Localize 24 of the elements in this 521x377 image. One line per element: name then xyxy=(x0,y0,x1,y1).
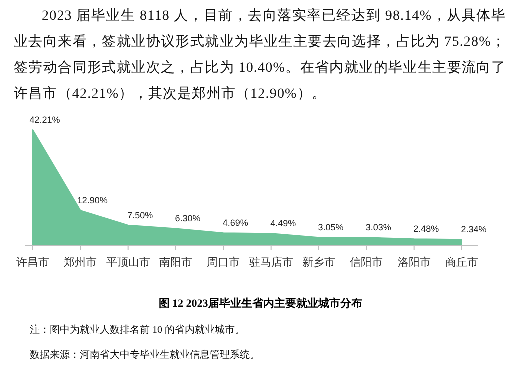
text: 2023 届毕业生 8118 人，目前，去向落实率已经达到 98.14%，从具体毕业去向来看，签就业协议形式就业为毕业生主要去向选择，占比为 75.28%；签劳动合同形式就业次之，占比为 10.40%。在省内就业的毕业生主要流向了许昌市（42.21%），其次是郑州市（12.90%）。 xyxy=(14,7,506,104)
data-label: 42.21% xyxy=(30,115,60,125)
x-tick-label: 驻马店市 xyxy=(249,256,294,269)
x-tick-label: 新乡市 xyxy=(302,256,336,269)
source-note: 数据来源：河南省大中专毕业生就业信息管理系统。 xyxy=(30,348,260,362)
data-label: 7.50% xyxy=(128,210,154,220)
text: 图 12 2023届毕业生省内主要就业城市分布 xyxy=(158,296,364,311)
text: 注：图中为就业人数排名前 10 的省内就业城市。 xyxy=(30,324,245,337)
x-tick-label: 洛阳市 xyxy=(398,256,431,269)
x-tick-label: 许昌市 xyxy=(16,256,50,269)
data-label: 4.69% xyxy=(222,218,248,228)
x-tick-label: 商丘市 xyxy=(446,256,478,269)
data-label: 4.49% xyxy=(270,218,296,229)
x-tick-label: 南阳市 xyxy=(160,256,192,269)
data-label: 12.90% xyxy=(77,196,108,206)
x-tick-label: 信阳市 xyxy=(350,256,384,269)
x-tick-label: 平顶山市 xyxy=(106,256,150,269)
x-tick-label: 周口市 xyxy=(207,256,240,269)
data-label: 6.30% xyxy=(175,214,201,224)
data-label: 3.03% xyxy=(366,222,392,233)
data-label: 2.48% xyxy=(414,224,440,234)
x-tick-label: 郑州市 xyxy=(64,256,98,269)
data-label: 2.34% xyxy=(461,224,487,235)
data-label: 3.05% xyxy=(318,222,344,233)
